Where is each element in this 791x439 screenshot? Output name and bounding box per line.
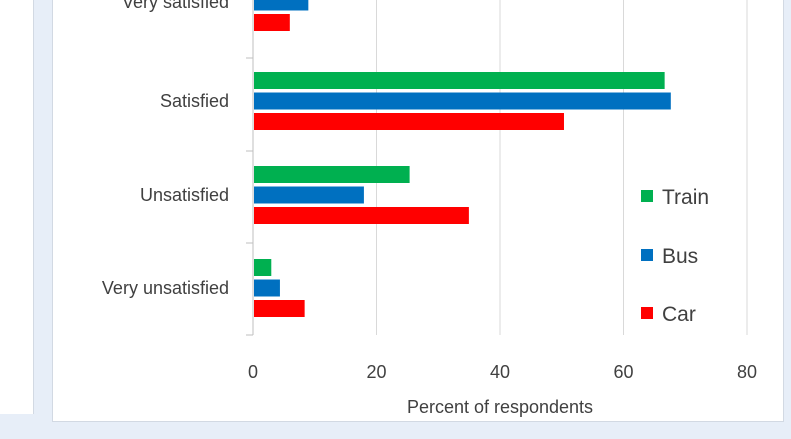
bars <box>254 0 671 317</box>
bar-bus-0 <box>254 0 309 11</box>
legend-label-train: Train <box>662 186 709 209</box>
category-label: Very unsatisfied <box>102 278 229 298</box>
x-tick-label: 80 <box>737 362 757 382</box>
bar-chart: Very satisfied Satisfied Unsatisfied Very u… <box>102 0 757 417</box>
legend-swatch-train <box>641 190 653 202</box>
legend-swatch-car <box>641 307 653 319</box>
x-tick-label: 40 <box>490 362 510 382</box>
bar-car-0 <box>254 14 290 31</box>
gridlines <box>246 0 748 336</box>
chart-card: Very satisfied Satisfied Unsatisfied Very u… <box>52 0 784 422</box>
legend-swatch-bus <box>641 249 653 261</box>
x-tick-label: 20 <box>366 362 386 382</box>
bar-car-2 <box>254 207 469 224</box>
x-tick-label: 60 <box>613 362 633 382</box>
category-labels: Very satisfied Satisfied Unsatisfied Very u… <box>102 0 229 298</box>
x-tick-label: 0 <box>248 362 258 382</box>
legend: Train Bus Car <box>641 186 709 326</box>
bar-bus-2 <box>254 186 364 204</box>
x-tick-labels: 0 20 40 60 80 <box>248 362 757 382</box>
category-label: Very satisfied <box>122 0 229 12</box>
bar-train-3 <box>254 259 272 276</box>
category-label: Satisfied <box>160 91 229 111</box>
bar-car-1 <box>254 113 564 130</box>
bar-bus-1 <box>254 92 671 110</box>
side-panel <box>0 0 34 414</box>
x-axis-title: Percent of respondents <box>407 397 593 417</box>
legend-label-car: Car <box>662 303 696 326</box>
bar-car-3 <box>254 300 305 317</box>
legend-label-bus: Bus <box>662 245 698 268</box>
bar-train-1 <box>254 72 665 89</box>
category-label: Unsatisfied <box>140 185 229 205</box>
bar-bus-3 <box>254 279 280 297</box>
bar-train-2 <box>254 166 410 183</box>
